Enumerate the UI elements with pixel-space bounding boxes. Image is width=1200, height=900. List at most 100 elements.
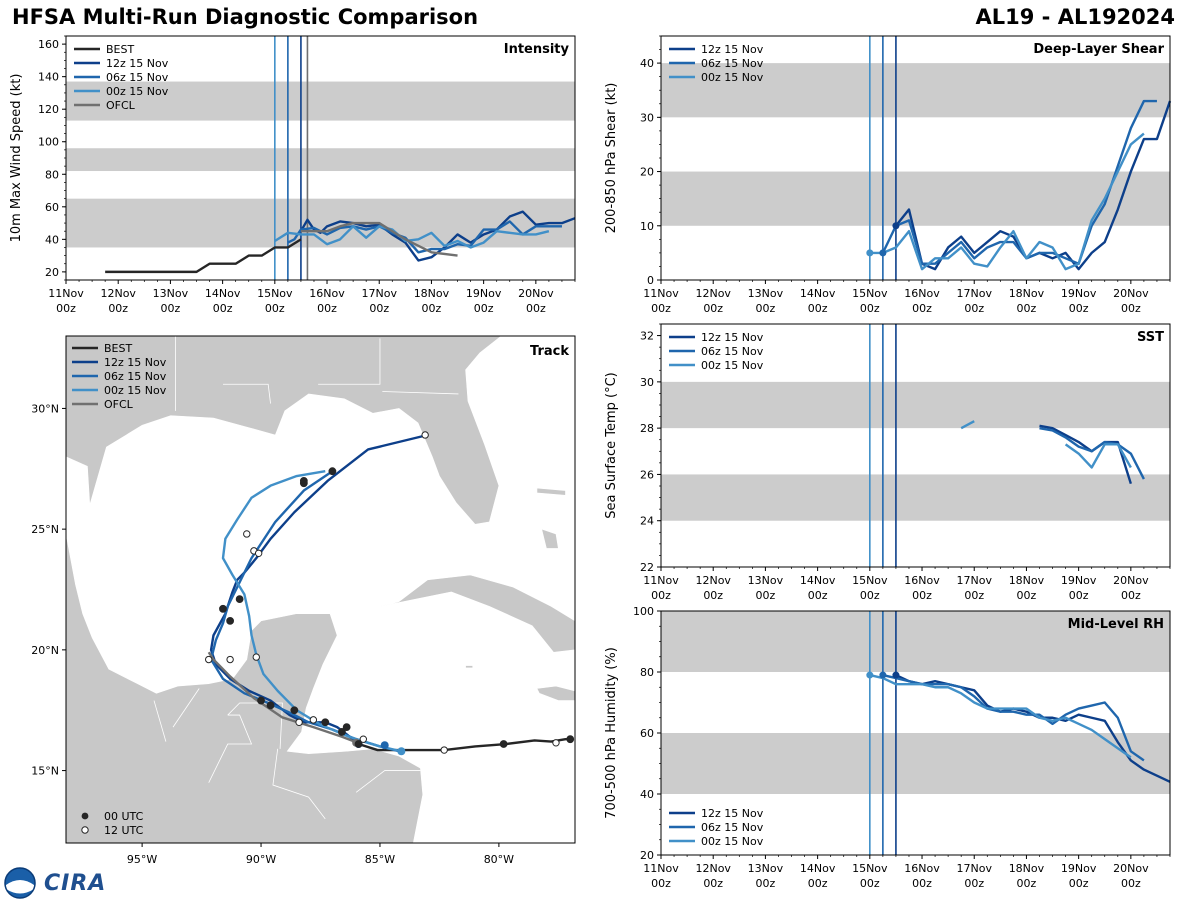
shear-legend-label-run12: 12z 15 Nov <box>701 43 764 56</box>
rh-xtick-label-day: 14Nov <box>800 862 836 875</box>
sst-frame <box>660 323 1171 568</box>
shear-init-marker-2 <box>892 222 900 230</box>
rh-init-marker-0 <box>866 671 874 679</box>
intensity-legend-label-run00: 00z 15 Nov <box>106 85 169 98</box>
cira-logo-text: CIRA <box>44 870 107 896</box>
track-legend-00utc-marker <box>81 812 89 820</box>
shear-init-marker-1 <box>879 249 887 257</box>
intensity-ylabel: 10m Max Wind Speed (kt) <box>9 74 24 243</box>
sst-panel: 22 24 26 28 30 32 11Nov 00z 12Nov 00z 13Nov 00z 14No… <box>604 323 1171 602</box>
sst-xtick-label-day: 20Nov <box>1113 574 1149 587</box>
shear-xtick-label-hour: 00z <box>912 302 932 315</box>
intensity-legend-label-run12: 12z 15 Nov <box>106 57 169 70</box>
rh-xtick-label-hour: 00z <box>964 877 984 890</box>
intensity-ytick-label: 60 <box>45 201 59 214</box>
sst-xtick-label-hour: 00z <box>703 589 723 602</box>
shear-ylabel: 200-850 hPa Shear (kt) <box>604 83 619 234</box>
rh-xtick-label-hour: 00z <box>1069 877 1089 890</box>
intensity-legend-label-ofcl: OFCL <box>106 99 136 112</box>
rh-ylabel: 700-500 hPa Humidity (%) <box>604 647 619 819</box>
intensity-xtick-label-day: 20Nov <box>518 287 554 300</box>
sst-xtick-label-day: 12Nov <box>695 574 731 587</box>
track-legend-12utc-label: 12 UTC <box>104 824 144 837</box>
shear-xtick-label-hour: 00z <box>651 302 671 315</box>
sst-xtick-label-hour: 00z <box>860 589 880 602</box>
sst-legend-label-run12: 12z 15 Nov <box>701 331 764 344</box>
shear-xtick-label-hour: 00z <box>1121 302 1141 315</box>
rh-band-1 <box>661 611 1170 672</box>
track-ytick-label: 15°N <box>31 765 59 778</box>
sst-xtick-label-day: 16Nov <box>904 574 940 587</box>
intensity-xtick-label-day: 17Nov <box>361 287 397 300</box>
track-xtick-label: 90°W <box>246 853 276 866</box>
track-marker-12utc-6 <box>226 655 234 664</box>
track-title: Track <box>530 344 569 359</box>
track-legend-label-run06: 06z 15 Nov <box>104 370 167 383</box>
track-ytick-label: 20°N <box>31 644 59 657</box>
intensity-xtick-label-hour: 00z <box>422 302 442 315</box>
track-marker-00utc-1 <box>499 740 508 748</box>
track-legend-label-ofcl: OFCL <box>104 398 134 411</box>
sst-series-run00-0 <box>960 420 975 430</box>
intensity-legend-label-best: BEST <box>106 43 134 56</box>
track-marker-12utc-10 <box>243 530 251 538</box>
track-xtick-label: 80°W <box>484 853 514 866</box>
shear-xtick-label-hour: 00z <box>860 302 880 315</box>
shear-legend-label-run06: 06z 15 Nov <box>701 57 764 70</box>
intensity-ytick-label: 80 <box>45 168 59 181</box>
track-legend-12utc-marker <box>81 826 89 834</box>
intensity-band-1 <box>66 148 575 172</box>
track-legend-label-best: BEST <box>104 342 132 355</box>
sst-xtick-label-hour: 00z <box>1121 589 1141 602</box>
track-xtick-label: 95°W <box>127 853 157 866</box>
rh-xtick-label-hour: 00z <box>912 877 932 890</box>
track-marker-12utc-3 <box>309 716 318 724</box>
track-landmass-4 <box>465 665 474 669</box>
rh-xtick-label-hour: 00z <box>1121 877 1141 890</box>
intensity-xtick-label-hour: 00z <box>369 302 389 315</box>
intensity-xtick-label-hour: 00z <box>474 302 494 315</box>
sst-ytick-label: 32 <box>640 330 654 343</box>
shear-xtick-label-hour: 00z <box>1017 302 1037 315</box>
shear-xtick-label-day: 12Nov <box>695 287 731 300</box>
track-marker-00utc-4 <box>338 728 346 736</box>
rh-init-marker-2 <box>892 671 900 679</box>
sst-xtick-label-hour: 00z <box>651 589 671 602</box>
rh-xtick-label-day: 17Nov <box>956 862 992 875</box>
track-marker-00utc-2 <box>354 740 363 748</box>
sst-xtick-label-hour: 00z <box>1069 589 1089 602</box>
track-ytick-label: 30°N <box>31 402 59 415</box>
track-legend-label-run12: 12z 15 Nov <box>104 356 167 369</box>
sst-series-run06-0 <box>1039 426 1145 480</box>
rh-legend-label-run00: 00z 15 Nov <box>701 835 764 848</box>
rh-xtick-label-hour: 00z <box>651 877 671 890</box>
track-landmass-6 <box>541 528 559 549</box>
track-init-point-0 <box>397 747 406 756</box>
intensity-xtick-label-hour: 00z <box>108 302 128 315</box>
shear-xtick-label-day: 11Nov <box>643 287 679 300</box>
intensity-legend-label-run06: 06z 15 Nov <box>106 71 169 84</box>
sst-xtick-label-hour: 00z <box>964 589 984 602</box>
intensity-xtick-label-day: 11Nov <box>48 287 84 300</box>
noaa-logo-icon <box>4 867 36 899</box>
shear-title: Deep-Layer Shear <box>1033 42 1164 57</box>
rh-xtick-label-hour: 00z <box>756 877 776 890</box>
shear-xtick-label-day: 15Nov <box>852 287 888 300</box>
rh-xtick-label-day: 20Nov <box>1113 862 1149 875</box>
sst-xtick-label-day: 17Nov <box>956 574 992 587</box>
track-border-7 <box>318 338 381 385</box>
shear-init-marker-0 <box>866 249 874 257</box>
rh-xtick-label-day: 11Nov <box>643 862 679 875</box>
track-legend-label-run00: 00z 15 Nov <box>104 384 167 397</box>
sst-xtick-label-hour: 00z <box>756 589 776 602</box>
rh-legend-label-run12: 12z 15 Nov <box>701 807 764 820</box>
intensity-xtick-label-day: 19Nov <box>466 287 502 300</box>
rh-xtick-label-day: 19Nov <box>1061 862 1097 875</box>
sst-ytick-label: 26 <box>640 468 654 481</box>
intensity-band-2 <box>66 81 575 121</box>
track-marker-00utc-11 <box>235 595 244 604</box>
intensity-xtick-label-hour: 00z <box>213 302 233 315</box>
sst-series-run00-1 <box>1064 443 1132 469</box>
intensity-xtick-label-day: 14Nov <box>205 287 241 300</box>
